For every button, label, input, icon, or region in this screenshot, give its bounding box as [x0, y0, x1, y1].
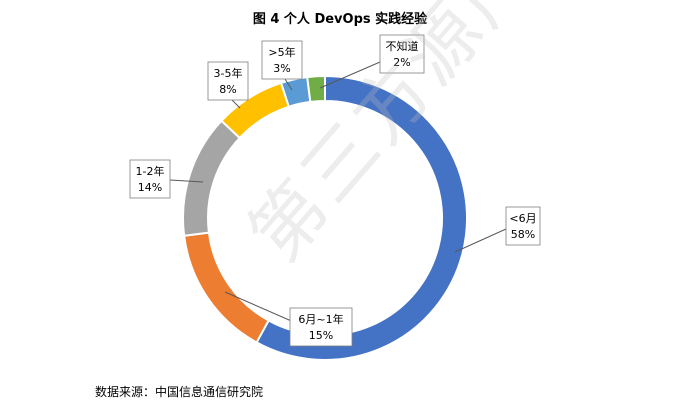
- slice-6: [306, 74, 326, 104]
- category-label: <6月: [509, 212, 536, 225]
- data-label-box: [379, 34, 425, 74]
- category-label: 不知道: [386, 39, 419, 53]
- category-label: 3-5年: [214, 66, 243, 80]
- leader-line: [231, 99, 241, 109]
- value-label: 3%: [273, 62, 290, 75]
- leader-line: [169, 179, 204, 183]
- leader-line: [284, 78, 293, 91]
- leader-line: [319, 61, 381, 89]
- category-label: >5年: [268, 45, 295, 59]
- data-label-box: [261, 40, 303, 80]
- leader-line: [224, 291, 297, 324]
- value-label: 14%: [138, 181, 162, 194]
- leader-line: [454, 228, 507, 253]
- data-label-box: [207, 61, 249, 101]
- data-label-box: [289, 307, 353, 347]
- category-label: 1-2年: [136, 164, 165, 178]
- data-label-box: [505, 206, 541, 246]
- category-label: 6月~1年: [298, 312, 343, 326]
- slice-3: [182, 119, 242, 237]
- value-label: 8%: [219, 83, 236, 96]
- slice-1: [255, 74, 468, 361]
- value-label: 15%: [309, 329, 333, 342]
- data-label-box: [129, 159, 171, 199]
- value-label: 2%: [393, 56, 410, 69]
- data-source-note: 数据来源：中国信息通信研究院: [95, 385, 264, 399]
- value-label: 58%: [511, 228, 535, 241]
- chart-title: 图 4 个人 DevOps 实践经验: [252, 12, 428, 27]
- slice-2: [183, 231, 270, 344]
